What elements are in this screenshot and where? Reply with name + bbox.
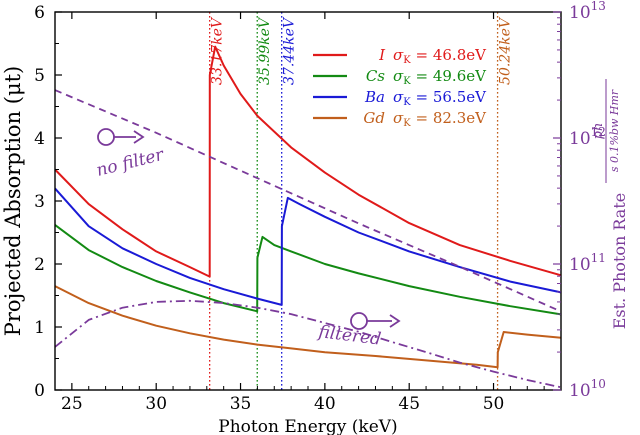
legend-entry-text: σK = 82.3eV — [393, 109, 487, 129]
legend-subscript: K — [403, 97, 411, 108]
legend-entry-text: σK = 49.6eV — [393, 67, 487, 87]
series-line-i — [54, 45, 562, 278]
legend-subscript: K — [403, 76, 411, 87]
y-tick-label: 1 — [34, 318, 45, 338]
legend-value: = 46.8eV — [411, 46, 487, 64]
y-tick-label: 5 — [34, 66, 45, 86]
series-line-ba — [54, 187, 562, 306]
legend-subscript: K — [403, 55, 411, 66]
edge-label: 50.24keV — [498, 16, 514, 85]
x-tick-label: 30 — [145, 394, 167, 414]
y2-tick-label: 1010 — [569, 377, 606, 401]
no-filter-marker-circle — [97, 128, 115, 146]
legend-element: Cs — [366, 67, 385, 85]
x-axis-label: Photon Energy (keV) — [218, 417, 397, 435]
y2-tick-base: 10 — [569, 3, 591, 23]
y2-axis-label: Est. Photon Rate — [610, 193, 629, 330]
legend-entry-text: σK = 56.5eV — [393, 88, 487, 108]
filtered-label: filtered — [315, 322, 382, 350]
y2-tick-label: 1011 — [569, 251, 606, 275]
y-tick-label: 6 — [34, 3, 45, 23]
y-tick-label: 3 — [34, 192, 45, 212]
annotations: no filter filtered — [94, 128, 401, 350]
y2-tick-base: 10 — [569, 255, 591, 275]
series-line-cs — [54, 224, 562, 316]
y2-tick-exponent: 10 — [591, 377, 606, 391]
no-filter-arrowhead — [133, 130, 145, 144]
y2-tick-exponent: 12 — [591, 125, 606, 139]
legend-sigma: σ — [393, 109, 404, 127]
legend-sigma: σ — [393, 67, 404, 85]
y-tick-label: 0 — [34, 381, 45, 401]
legend-element: Gd — [363, 109, 385, 127]
x-tick-label: 45 — [398, 394, 420, 414]
y-axis-label: Projected Absorption (μt) — [1, 66, 25, 336]
y2-tick-label: 1012 — [569, 125, 606, 149]
k-edge-markers: 33.17keV 35.99keV 37.44keV 50.24keV — [209, 12, 514, 390]
edge-label: 35.99keV — [257, 16, 273, 85]
legend-element: Ba — [364, 88, 385, 106]
legend-entry-text: σK = 46.8eV — [393, 46, 487, 66]
y2-tick-exponent: 13 — [591, 0, 606, 13]
y2-tick-exponent: 11 — [591, 251, 606, 265]
y-tick-label: 2 — [34, 255, 45, 275]
legend-sigma: σ — [393, 46, 404, 64]
series-line-filtered — [54, 299, 562, 389]
y-tick-label: 4 — [34, 129, 45, 149]
series-line-gd — [54, 285, 562, 369]
legend-value: = 56.5eV — [411, 88, 487, 106]
no-filter-label: no filter — [94, 145, 166, 181]
legend-value: = 82.3eV — [411, 109, 487, 127]
x-tick-label: 50 — [483, 394, 505, 414]
y2-tick-base: 10 — [569, 129, 591, 149]
y2-unit-numerator: ph — [591, 123, 606, 140]
y2-tick-label: 1013 — [569, 0, 606, 23]
x-tick-label: 25 — [61, 394, 83, 414]
legend-value: = 49.6eV — [411, 67, 487, 85]
y2-tick-base: 10 — [569, 381, 591, 401]
y2-unit-denominator: s 0.1%bw Hmr — [608, 89, 621, 172]
legend-subscript: K — [403, 118, 411, 129]
x-tick-label: 40 — [314, 394, 336, 414]
filtered-arrowhead — [389, 314, 401, 328]
edge-label: 37.44keV — [282, 16, 298, 85]
legend-element: I — [378, 46, 386, 64]
x-tick-label: 35 — [230, 394, 252, 414]
series-lines — [54, 45, 562, 389]
legend-sigma: σ — [393, 88, 404, 106]
series-line-no-filter — [54, 89, 562, 313]
